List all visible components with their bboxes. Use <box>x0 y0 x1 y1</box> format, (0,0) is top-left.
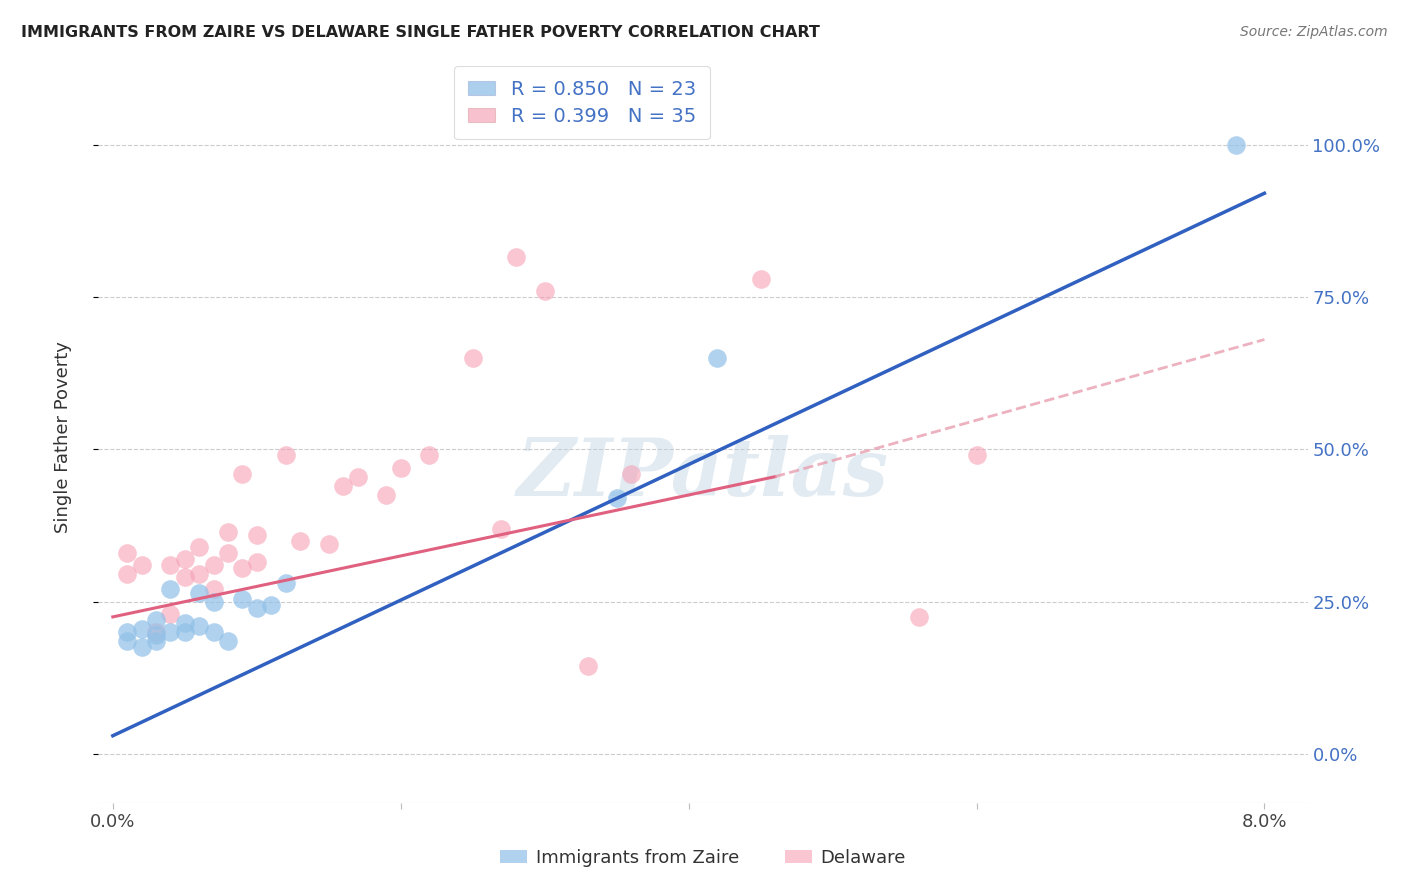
Point <box>115 634 138 648</box>
Y-axis label: Single Father Poverty: Single Father Poverty <box>53 341 72 533</box>
Text: ZIPatlas: ZIPatlas <box>517 435 889 512</box>
Point <box>188 619 211 633</box>
Point <box>188 567 211 582</box>
Point <box>246 555 269 569</box>
Point <box>145 628 167 642</box>
Point <box>491 521 513 535</box>
Point <box>202 582 225 597</box>
Point <box>332 479 354 493</box>
Point <box>461 351 484 365</box>
Point <box>188 585 211 599</box>
Point <box>231 467 253 481</box>
Point <box>202 594 225 608</box>
Point <box>749 271 772 285</box>
Point <box>533 284 555 298</box>
Point <box>505 250 527 264</box>
Point <box>274 448 297 462</box>
Point <box>908 610 931 624</box>
Point <box>706 351 728 365</box>
Point <box>115 567 138 582</box>
Point <box>173 625 195 640</box>
Point <box>576 658 599 673</box>
Point <box>260 598 283 612</box>
Point <box>159 625 181 640</box>
Point <box>202 558 225 573</box>
Point <box>145 634 167 648</box>
Point <box>173 570 195 584</box>
Point <box>217 634 239 648</box>
Point <box>606 491 628 505</box>
Point <box>217 546 239 560</box>
Text: IMMIGRANTS FROM ZAIRE VS DELAWARE SINGLE FATHER POVERTY CORRELATION CHART: IMMIGRANTS FROM ZAIRE VS DELAWARE SINGLE… <box>21 25 820 40</box>
Point <box>231 591 253 606</box>
Point <box>131 640 153 655</box>
Point <box>159 582 181 597</box>
Point <box>115 546 138 560</box>
Point <box>159 558 181 573</box>
Point <box>145 625 167 640</box>
Point <box>375 488 398 502</box>
Point <box>246 527 269 541</box>
Point <box>274 576 297 591</box>
Point <box>173 615 195 630</box>
Point <box>202 625 225 640</box>
Point <box>115 625 138 640</box>
Point <box>188 540 211 554</box>
Point <box>1225 137 1247 152</box>
Point <box>966 448 988 462</box>
Point <box>620 467 643 481</box>
Point <box>217 524 239 539</box>
Point <box>159 607 181 621</box>
Legend: R = 0.850   N = 23, R = 0.399   N = 35: R = 0.850 N = 23, R = 0.399 N = 35 <box>454 66 710 139</box>
Point <box>418 448 440 462</box>
Point <box>173 552 195 566</box>
Point <box>389 460 412 475</box>
Point <box>131 558 153 573</box>
Point <box>231 561 253 575</box>
Point <box>346 469 368 483</box>
Point <box>246 600 269 615</box>
Point <box>288 533 311 548</box>
Point <box>131 622 153 636</box>
Point <box>145 613 167 627</box>
Text: Source: ZipAtlas.com: Source: ZipAtlas.com <box>1240 25 1388 39</box>
Point <box>318 537 340 551</box>
